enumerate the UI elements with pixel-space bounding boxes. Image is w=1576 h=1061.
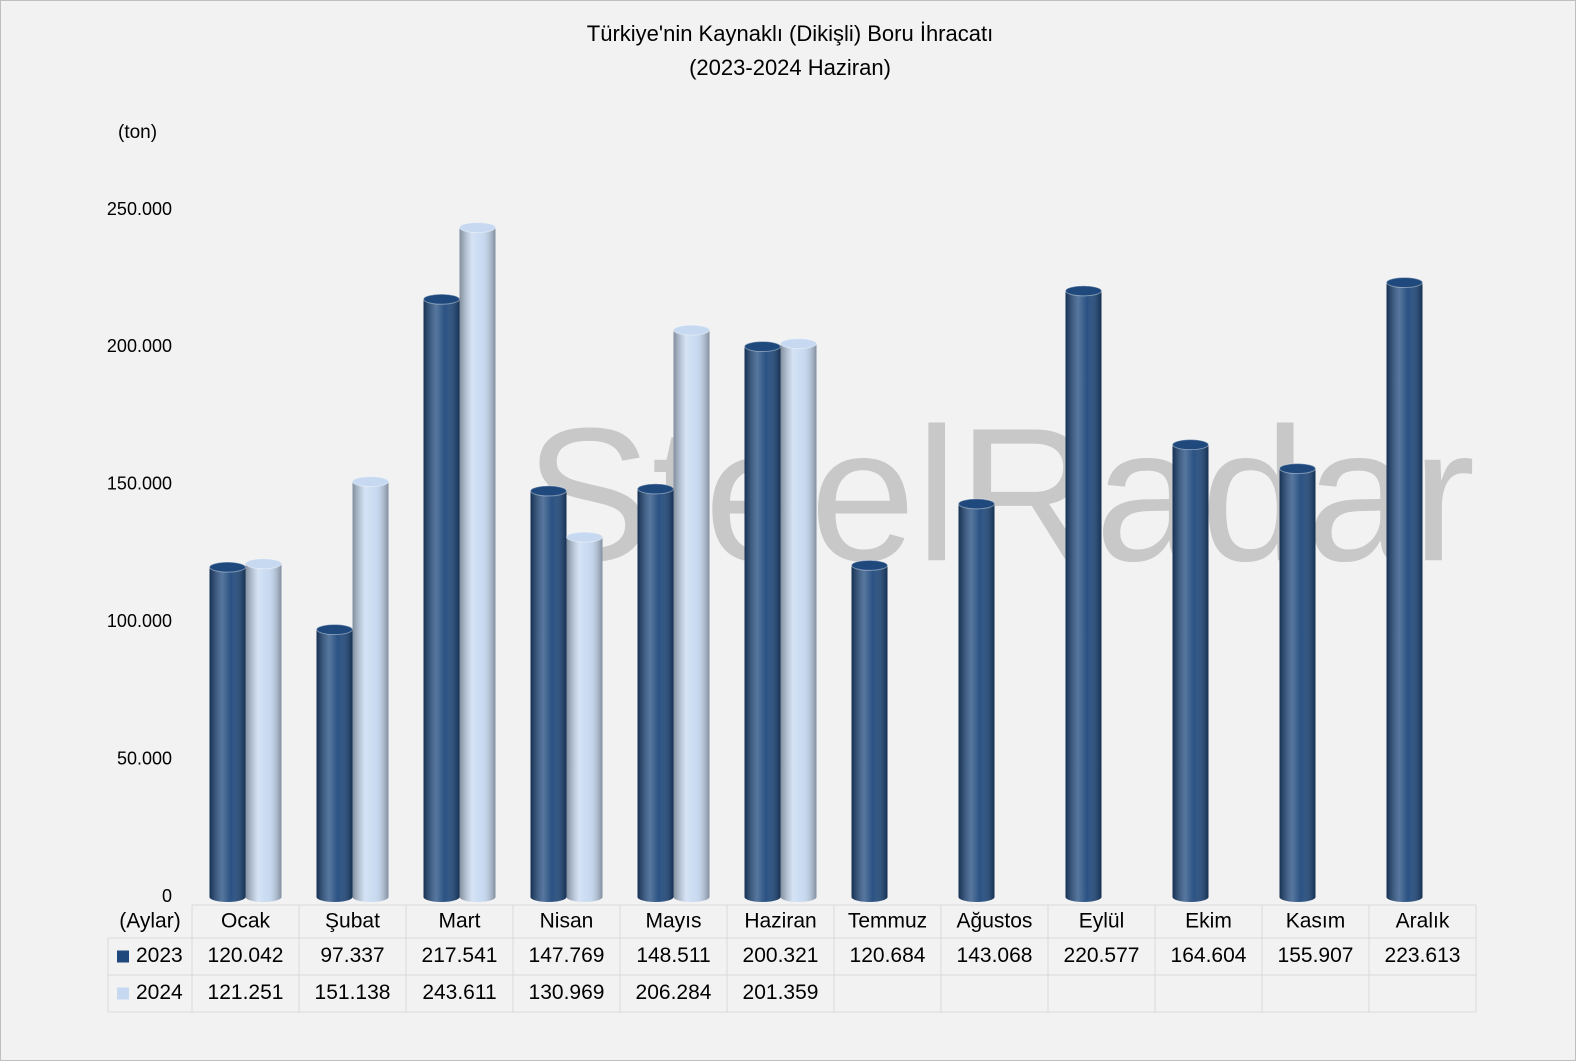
bar-shade [209, 562, 246, 903]
x-axis-label: (Aylar) [119, 910, 180, 933]
bar-cap [851, 559, 888, 571]
y-tick-label: 0 [162, 886, 172, 906]
bar-shade [1172, 439, 1209, 903]
table-value: 201.359 [743, 981, 819, 1004]
bar-cap [1279, 463, 1316, 475]
table-value: 206.284 [636, 981, 712, 1004]
bar-cap [316, 624, 353, 636]
bar-shade [1386, 277, 1423, 903]
bar-cap [459, 222, 496, 234]
bar-cap [1172, 439, 1209, 451]
y-tick-label: 250.000 [107, 199, 172, 219]
x-tick-label: Aralık [1396, 910, 1450, 933]
legend-key [117, 950, 129, 963]
x-tick-label: Mart [439, 910, 481, 933]
bar-cap [958, 498, 995, 510]
table-value: 143.068 [957, 944, 1033, 967]
x-tick-label: Eylül [1079, 910, 1125, 933]
chart-title: Türkiye'nin Kaynaklı (Dikişli) Boru İhra… [587, 21, 993, 46]
table-value: 243.611 [422, 981, 496, 1004]
x-tick-label: Temmuz [848, 910, 927, 933]
x-tick-label: Ekim [1185, 910, 1232, 933]
table-value: 97.337 [320, 944, 384, 967]
bar-shade [316, 624, 353, 903]
bar-shade [352, 476, 389, 903]
y-axis-label: (ton) [118, 122, 157, 143]
bar-cap [780, 338, 817, 350]
table-value: 148.511 [636, 944, 710, 967]
y-tick-label: 200.000 [107, 336, 172, 356]
table-value: 130.969 [529, 981, 605, 1004]
bar-shade [1065, 285, 1102, 903]
table-value: 155.907 [1278, 944, 1354, 967]
bar-cap [1065, 285, 1102, 297]
table-value: 120.042 [208, 944, 284, 967]
table-value: 220.577 [1064, 944, 1140, 967]
bar-shade [958, 498, 995, 903]
bar-cap [637, 483, 674, 495]
bar-shade [744, 341, 781, 903]
x-tick-label: Şubat [325, 910, 380, 933]
x-tick-label: Mayıs [645, 910, 701, 933]
table-value: 223.613 [1385, 944, 1461, 967]
table-value: 164.604 [1171, 944, 1247, 967]
table-value: 151.138 [315, 981, 391, 1004]
bar-cap [423, 293, 460, 305]
bar-shade [530, 485, 567, 903]
table-value: 217.541 [422, 944, 498, 967]
y-tick-label: 50.000 [117, 748, 172, 768]
bar-shade [566, 532, 603, 902]
x-tick-label: Ağustos [957, 910, 1033, 933]
bar-cap [352, 476, 389, 488]
y-tick-label: 100.000 [107, 611, 172, 631]
table-value: 120.684 [850, 944, 926, 967]
chart-subtitle: (2023-2024 Haziran) [689, 55, 891, 80]
table-value: 200.321 [743, 944, 819, 967]
x-tick-label: Kasım [1286, 910, 1346, 933]
legend-label: 2023 [136, 944, 183, 967]
bar-shade [637, 483, 674, 903]
bar-shade [459, 222, 496, 903]
bar-cap [673, 324, 710, 336]
legend-key [117, 987, 129, 1000]
table-value: 147.769 [529, 944, 605, 967]
bar-shade [851, 560, 888, 903]
y-tick-label: 150.000 [107, 474, 172, 494]
bar-cap [530, 485, 567, 497]
bar-cap [245, 558, 282, 570]
bar-shade [673, 325, 710, 903]
x-tick-label: Nisan [540, 910, 594, 933]
bar-shade [1279, 463, 1316, 903]
bar-cap [209, 561, 246, 573]
bar-cap [1386, 277, 1423, 289]
bar-shade [780, 338, 817, 903]
bar-shade [423, 294, 460, 903]
table-value: 121.251 [208, 981, 284, 1004]
bar-shade [245, 558, 282, 903]
legend-label: 2024 [136, 981, 183, 1004]
bar-cap [744, 341, 781, 353]
bar-cap [566, 531, 603, 543]
x-tick-label: Haziran [744, 910, 816, 933]
x-tick-label: Ocak [221, 910, 271, 933]
